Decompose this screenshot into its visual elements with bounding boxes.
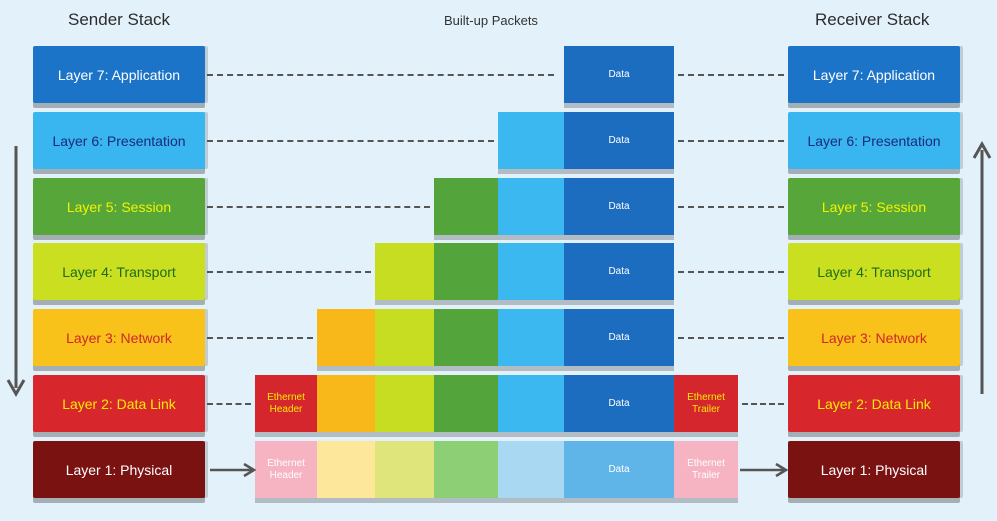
layer5-header-row3 (434, 309, 498, 366)
layer-label: Layer 5: Session (66, 198, 172, 215)
layer6-header-row3 (498, 309, 564, 366)
layer6-header-row2 (498, 375, 564, 432)
sender-layer-1: Layer 1: Physical (33, 441, 205, 498)
receiver-layer-3: Layer 3: Network (788, 309, 960, 366)
ethernet-header-row2: Ethernet Header (255, 375, 317, 432)
layer3-header-row2 (317, 375, 375, 432)
packet-label: Data (608, 265, 630, 277)
connector-left-row2 (207, 403, 251, 405)
sender-layer-4: Layer 4: Transport (33, 243, 205, 300)
layer-label: Layer 2: Data Link (817, 395, 931, 412)
data-segment-row2: Data (564, 375, 674, 432)
layer5-header-row4 (434, 243, 498, 300)
receiver-layer-5: Layer 5: Session (788, 178, 960, 235)
connector-right-row2 (742, 403, 784, 405)
sender-stack-title: Sender Stack (68, 10, 171, 29)
layer5-header-row5 (434, 178, 498, 235)
layer-label: Layer 5: Session (821, 198, 927, 215)
ethernet-trailer-row1: Ethernet Trailer (674, 441, 738, 498)
packets-title: Built-up Packets (444, 13, 538, 28)
layer-label: Layer 4: Transport (62, 263, 176, 280)
sender-layer-5: Layer 5: Session (33, 178, 205, 235)
layer-label: Layer 7: Application (812, 66, 936, 83)
layer-label: Layer 1: Physical (65, 461, 173, 478)
connector-right-row3 (678, 337, 784, 339)
layer5-header-row1 (434, 441, 498, 498)
receive-arrow-icon (740, 462, 789, 478)
layer4-header-row3 (375, 309, 434, 366)
layer3-header-row3 (317, 309, 375, 366)
transmit-arrow-icon (210, 462, 257, 478)
layer6-header-row6 (498, 112, 564, 169)
layer4-header-row1 (375, 441, 434, 498)
sender-layer-6: Layer 6: Presentation (33, 112, 205, 169)
layer-label: Layer 1: Physical (820, 461, 928, 478)
packet-label: Data (608, 331, 630, 343)
data-segment-row3: Data (564, 309, 674, 366)
connector-left-row7 (207, 74, 554, 76)
receiver-layer-4: Layer 4: Transport (788, 243, 960, 300)
packet-label: Data (608, 68, 630, 80)
receiver-stack-title: Receiver Stack (815, 10, 930, 29)
layer-label: Layer 6: Presentation (52, 132, 186, 149)
receiver-layer-7: Layer 7: Application (788, 46, 960, 103)
layer-label: Layer 3: Network (821, 329, 927, 346)
packet-label: Ethernet Header (267, 391, 305, 415)
layer-label: Layer 3: Network (66, 329, 172, 346)
ethernet-header-row1: Ethernet Header (255, 441, 317, 498)
sender-layer-7: Layer 7: Application (33, 46, 205, 103)
layer3-header-row1 (317, 441, 375, 498)
layer-label: Layer 7: Application (57, 66, 181, 83)
connector-left-row4 (207, 271, 371, 273)
connector-left-row5 (207, 206, 430, 208)
connector-right-row7 (678, 74, 784, 76)
layer5-header-row2 (434, 375, 498, 432)
data-segment-row7: Data (564, 46, 674, 103)
data-segment-row6: Data (564, 112, 674, 169)
ethernet-trailer-row2: Ethernet Trailer (674, 375, 738, 432)
layer-label: Layer 6: Presentation (807, 132, 941, 149)
connector-right-row5 (678, 206, 784, 208)
layer-label: Layer 2: Data Link (62, 395, 176, 412)
sender-layer-3: Layer 3: Network (33, 309, 205, 366)
down-arrow-icon (6, 146, 26, 398)
data-segment-row4: Data (564, 243, 674, 300)
sender-layer-2: Layer 2: Data Link (33, 375, 205, 432)
up-arrow-icon (972, 140, 992, 394)
layer-label: Layer 4: Transport (817, 263, 931, 280)
packet-label: Ethernet Trailer (687, 391, 725, 415)
packet-label: Data (608, 397, 630, 409)
layer6-header-row4 (498, 243, 564, 300)
receiver-layer-6: Layer 6: Presentation (788, 112, 960, 169)
packet-label: Ethernet Header (267, 457, 305, 481)
receiver-layer-2: Layer 2: Data Link (788, 375, 960, 432)
packet-label: Data (608, 134, 630, 146)
packet-label: Data (608, 463, 630, 475)
connector-left-row6 (207, 140, 494, 142)
connector-right-row4 (678, 271, 784, 273)
connector-right-row6 (678, 140, 784, 142)
packet-label: Data (608, 200, 630, 212)
layer4-header-row2 (375, 375, 434, 432)
receiver-layer-1: Layer 1: Physical (788, 441, 960, 498)
connector-left-row3 (207, 337, 313, 339)
layer4-header-row4 (375, 243, 434, 300)
data-segment-row5: Data (564, 178, 674, 235)
layer6-header-row5 (498, 178, 564, 235)
packet-label: Ethernet Trailer (687, 457, 725, 481)
layer6-header-row1 (498, 441, 564, 498)
data-segment-row1: Data (564, 441, 674, 498)
